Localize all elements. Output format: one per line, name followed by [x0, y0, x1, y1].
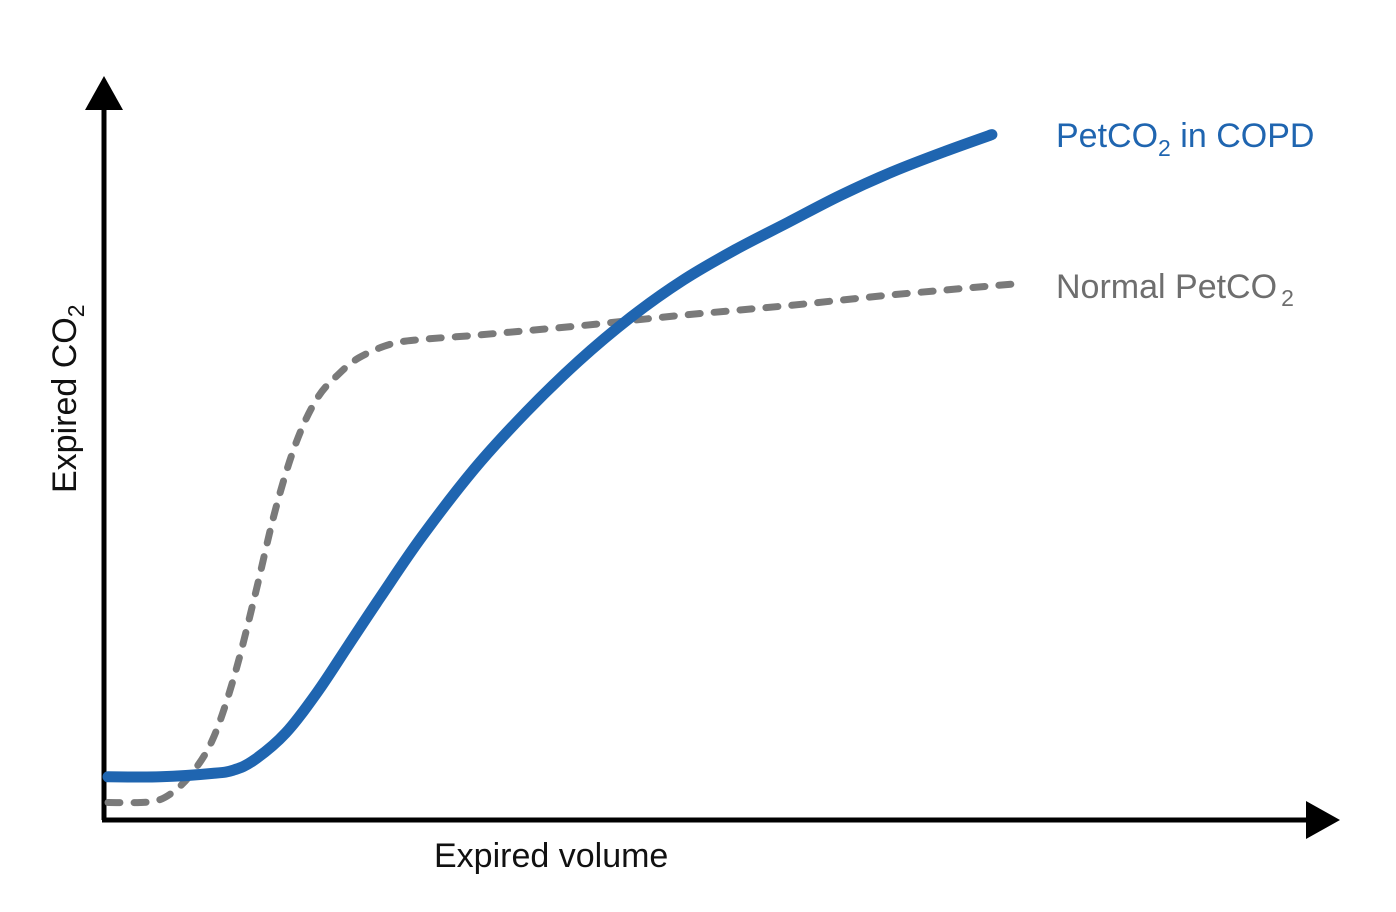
y-axis-label-subscript: 2 — [63, 304, 89, 317]
series-label-normal: Normal PetCO 2 — [1056, 268, 1294, 311]
series-layer — [102, 129, 1027, 807]
y-axis-arrow — [85, 76, 123, 110]
x-axis-arrow — [1306, 801, 1340, 839]
series-line-petco2-copd — [102, 129, 998, 783]
y-axis-label: Expired CO2 — [46, 304, 89, 493]
series-label-normal-sub: 2 — [1281, 285, 1294, 311]
series-label-copd-main: PetCO — [1056, 117, 1158, 155]
x-axis-label: Expired volume — [434, 837, 668, 875]
series-label-normal-main: Normal PetCO — [1056, 268, 1277, 306]
axes — [85, 76, 1340, 839]
series-label-copd-tail: in COPD — [1171, 117, 1315, 155]
series-label-copd: PetCO2 in COPD — [1056, 117, 1314, 161]
y-axis-label-main: Expired CO — [46, 317, 84, 493]
series-label-copd-sub: 2 — [1158, 135, 1171, 161]
series-line-normal-petco2 — [104, 279, 1027, 807]
